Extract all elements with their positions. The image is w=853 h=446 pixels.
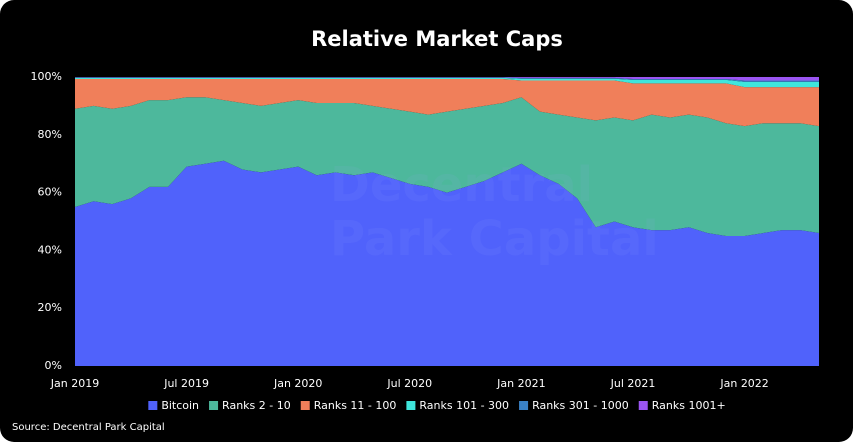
x-tick-label: Jul 2021: [610, 377, 656, 390]
y-tick-label: 100%: [31, 70, 62, 83]
legend-item: Ranks 301 - 1000: [519, 399, 629, 412]
watermark-line: Decentral: [330, 157, 593, 213]
plot: [75, 77, 819, 366]
watermark: Decentral Park Capital: [330, 157, 659, 267]
legend-item: Ranks 1001+: [638, 399, 726, 412]
y-tick-label: 60%: [38, 186, 62, 199]
legend-swatch: [209, 401, 219, 410]
area: [75, 77, 819, 81]
y-tick-label: 40%: [38, 243, 62, 256]
chart-title: Relative Market Caps: [311, 27, 563, 51]
area: [75, 79, 819, 127]
x-tick-label: Jan 2021: [496, 377, 545, 390]
legend-label: Ranks 101 - 300: [419, 399, 509, 412]
legend-swatch: [300, 401, 310, 410]
y-tick-label: 80%: [38, 128, 62, 141]
legend-label: Bitcoin: [161, 399, 199, 412]
x-tick-label: Jul 2020: [386, 377, 432, 390]
legend-item: Ranks 11 - 100: [300, 399, 397, 412]
legend-item: Ranks 101 - 300: [406, 399, 509, 412]
x-tick-label: Jan 2022: [719, 377, 768, 390]
source: Source: Decentral Park Capital: [12, 422, 165, 433]
y-tick-label: 0%: [45, 359, 62, 372]
area: [75, 77, 819, 88]
legend-swatch: [519, 401, 529, 410]
legend-swatch: [406, 401, 416, 410]
area: [75, 160, 819, 366]
legend: Bitcoin Ranks 2 - 10 Ranks 11 - 100 Ranks 1…: [148, 399, 726, 412]
legend-swatch: [148, 401, 158, 410]
legend-label: Ranks 2 - 10: [222, 399, 291, 412]
legend-item: Bitcoin: [148, 399, 199, 412]
watermark-line: Park Capital: [330, 211, 659, 267]
y-tick-label: 20%: [38, 301, 62, 314]
area: [75, 77, 819, 82]
legend-label: Ranks 1001+: [652, 399, 726, 412]
x-tick-label: Jul 2019: [163, 377, 209, 390]
x-tick-label: Jan 2019: [50, 377, 99, 390]
area: [75, 97, 819, 236]
x-tick-label: Jan 2020: [273, 377, 322, 390]
legend-label: Ranks 301 - 1000: [532, 399, 629, 412]
legend-swatch: [638, 401, 648, 410]
legend-item: Ranks 2 - 10: [209, 399, 291, 412]
legend-label: Ranks 11 - 100: [314, 399, 397, 412]
